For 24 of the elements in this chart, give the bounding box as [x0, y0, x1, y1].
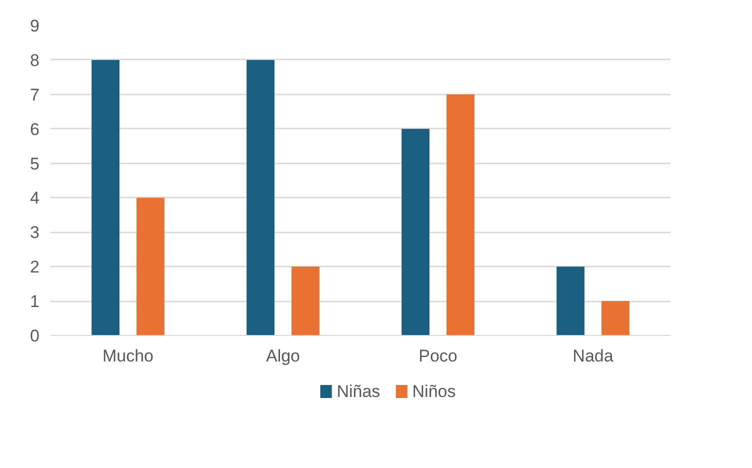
bar [292, 266, 320, 336]
bar [246, 60, 274, 336]
y-tick-label: 5 [30, 154, 40, 174]
x-tick-label: Poco [418, 346, 458, 366]
legend-label: Niños [412, 382, 456, 401]
bar [402, 128, 430, 336]
legend-label: Niñas [336, 382, 380, 401]
bar [136, 198, 164, 336]
bar [602, 301, 630, 336]
bar [92, 60, 120, 336]
y-tick-label: 3 [30, 223, 40, 242]
y-tick-label: 4 [30, 188, 40, 208]
bar [446, 94, 474, 336]
x-tick-label: Mucho [102, 346, 154, 366]
y-tick-label: 6 [30, 120, 40, 139]
bar [556, 266, 584, 336]
y-tick-label: 2 [30, 258, 40, 277]
y-tick-label: 0 [30, 326, 40, 346]
y-tick-label: 8 [30, 50, 40, 70]
y-tick-label: 1 [30, 292, 40, 312]
x-tick-label: Algo [266, 346, 300, 366]
x-tick-label: Nada [572, 346, 614, 366]
y-tick-label: 7 [30, 85, 40, 104]
y-tick-label: 9 [30, 16, 40, 36]
